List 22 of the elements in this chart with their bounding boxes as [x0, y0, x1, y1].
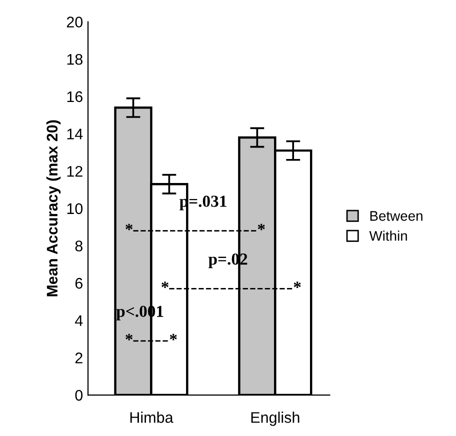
- y-tick-label: 4: [75, 315, 83, 326]
- y-tick-label: 2: [75, 352, 82, 364]
- y-tick-label: 8: [75, 240, 82, 252]
- legend-label: Within: [369, 230, 407, 241]
- legend-label: Between: [370, 211, 422, 221]
- annotation: *: [170, 334, 177, 340]
- annotation: *: [258, 224, 265, 230]
- y-tick-label: 10: [67, 203, 83, 214]
- annotation: *: [126, 224, 133, 230]
- y-tick-label: 12: [67, 166, 82, 177]
- y-tick-label: 18: [67, 54, 82, 65]
- annotation: *: [294, 282, 301, 288]
- annotation: *: [126, 334, 133, 340]
- y-tick-label: 20: [66, 16, 83, 28]
- y-axis-title: Mean Accuracy (max 20): [46, 120, 61, 296]
- y-tick-label: 0: [75, 390, 83, 401]
- annotation: *: [162, 282, 168, 288]
- y-tick-label: 14: [67, 128, 83, 140]
- x-tick-label: Himba: [130, 412, 174, 423]
- y-tick-label: 6: [75, 278, 82, 289]
- x-tick-label: English: [251, 412, 300, 426]
- y-tick-label: 16: [67, 91, 82, 102]
